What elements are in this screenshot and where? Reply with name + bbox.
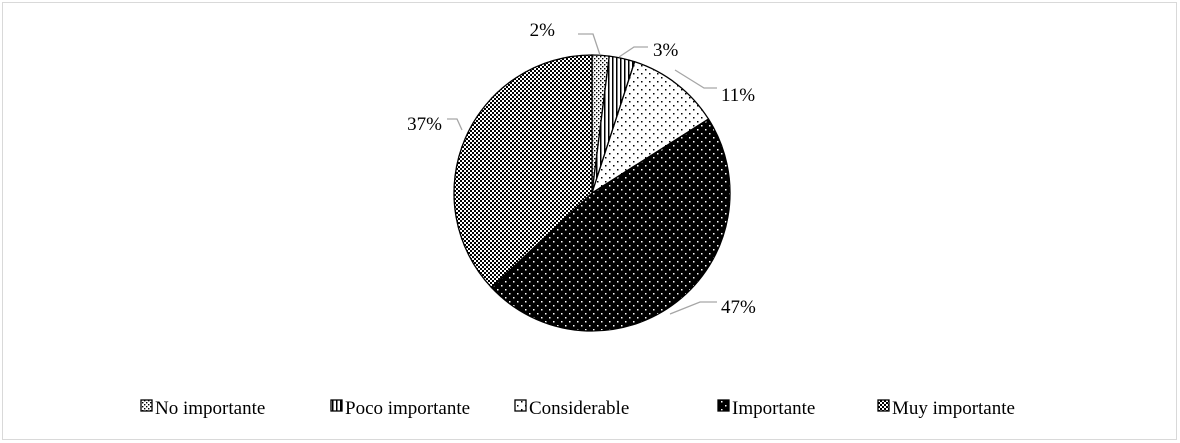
legend-item-considerable: Considerable — [514, 398, 629, 419]
data-label: 11% — [721, 85, 755, 106]
data-label: 2% — [530, 20, 556, 41]
legend-item-poco-importante: Poco importante — [330, 398, 470, 419]
legend-item-importante: Importante — [717, 398, 815, 419]
leader-line — [447, 118, 463, 131]
legend-label: No importante — [155, 398, 265, 419]
legend-label: Considerable — [529, 398, 629, 419]
leader-line — [674, 69, 717, 89]
pie-slice-importante — [490, 118, 731, 332]
legend-label: Muy importante — [892, 398, 1015, 419]
legend-label: Importante — [732, 398, 815, 419]
legend-swatch — [140, 399, 153, 412]
data-label: 37% — [407, 114, 442, 135]
leader-line — [578, 33, 601, 56]
legend-swatch — [330, 399, 343, 412]
leader-line — [669, 301, 717, 315]
legend-item-no-importante: No importante — [140, 398, 265, 419]
data-label: 47% — [721, 297, 756, 318]
legend-swatch — [877, 399, 890, 412]
legend-swatch — [717, 399, 730, 412]
legend-swatch — [514, 399, 527, 412]
legend-label: Poco importante — [345, 398, 470, 419]
pie-slice-considerable — [590, 60, 710, 195]
legend-item-muy-importante: Muy importante — [877, 398, 1015, 419]
data-label: 3% — [653, 40, 679, 61]
pie-slice-muy-importante — [453, 54, 593, 289]
leader-line — [618, 46, 648, 58]
